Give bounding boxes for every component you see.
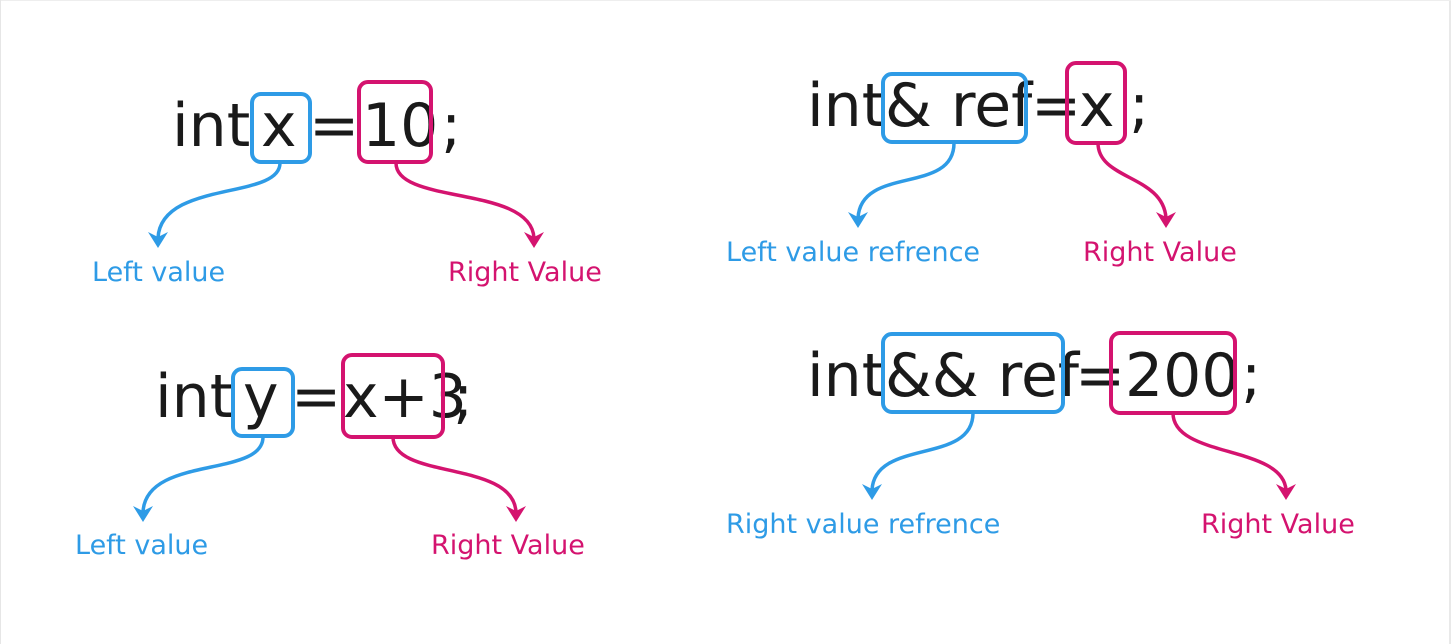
example-3: int & ref = x ; Left value refrence Righ… [726,61,1237,268]
ex2-right-arrow [391,435,518,514]
ex4-rhs: 200 [1125,341,1240,411]
ex2-left-arrowhead [133,506,153,522]
ex1-equals: = [309,91,359,161]
ex3-right-arrow [1096,141,1168,220]
ex1-right-arrow [394,161,536,240]
ex2-type: int [155,362,233,432]
ex4-left-arrow [870,411,975,492]
ex3-equals: = [1031,71,1081,141]
top-border [1,0,1451,1]
ex3-lhs: & ref [885,71,1034,141]
ex4-type: int [807,341,885,411]
ex2-rhs: x+3 [343,362,467,432]
ex2-left-arrow [141,435,265,514]
ex1-rhs: 10 [362,91,438,161]
ex1-left-label: Left value [92,257,225,288]
ex4-left-arrowhead [862,484,882,500]
example-4: int && ref = 200 ; Right value refrence … [726,331,1355,540]
ex2-equals: = [291,362,341,432]
ex4-semicolon: ; [1241,341,1261,411]
ex3-left-label: Left value refrence [726,237,980,268]
ex1-lhs: x [261,91,297,161]
ex4-lhs: && ref [885,341,1081,411]
ex4-right-label: Right Value [1201,509,1355,540]
ex1-left-arrow [156,161,282,240]
ex3-left-arrow [856,141,956,220]
example-1: int x = 10 ; Left value Right Value [92,80,602,288]
ex2-right-label: Right Value [431,530,585,561]
ex1-left-arrowhead [148,232,168,248]
ex3-right-box [1065,61,1127,145]
ex1-type: int [172,91,250,161]
ex2-semicolon: ; [453,362,473,432]
ex2-right-arrowhead [506,506,526,522]
example-2: int y = x+3 ; Left value Right Value [75,353,585,561]
ex3-right-label: Right Value [1083,237,1237,268]
ex3-type: int [807,71,885,141]
ex3-rhs: x [1079,71,1115,141]
ex1-right-label: Right Value [448,257,602,288]
ex1-right-arrowhead [524,232,544,248]
ex3-left-arrowhead [848,212,868,228]
ex2-left-label: Left value [75,530,208,561]
ex1-semicolon: ; [441,91,461,161]
ex4-right-arrowhead [1276,484,1296,500]
ex4-left-label: Right value refrence [726,509,1000,540]
ex2-lhs: y [243,362,279,432]
ex4-equals: = [1075,341,1125,411]
ex3-semicolon: ; [1129,71,1149,141]
ex4-right-arrow [1171,411,1288,492]
ex3-right-arrowhead [1156,212,1176,228]
